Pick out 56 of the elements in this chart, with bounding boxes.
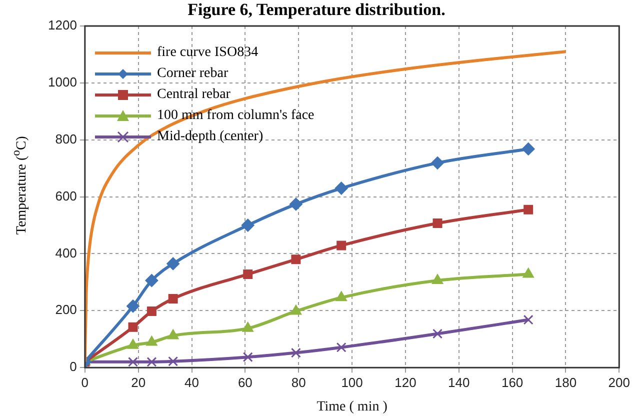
y-tick-label: 0 — [70, 359, 77, 374]
point — [431, 156, 444, 170]
point — [242, 322, 254, 332]
point — [336, 342, 346, 352]
x-tick-label: 60 — [238, 374, 252, 390]
point — [127, 338, 139, 349]
legend-label: Corner rebar — [156, 65, 230, 83]
legend-label: Mid-depth (center) — [156, 128, 264, 146]
point — [243, 269, 253, 279]
y-tick-label: 400 — [55, 245, 77, 260]
point — [522, 268, 534, 278]
point — [290, 304, 302, 315]
point — [128, 356, 138, 367]
point — [524, 204, 534, 214]
point — [126, 300, 140, 313]
x-tick-label: 200 — [608, 374, 630, 390]
point — [290, 348, 301, 358]
point — [242, 352, 253, 362]
legend-label: fire curve ISO834 — [156, 44, 260, 62]
x-tick-label: 180 — [554, 374, 577, 390]
point — [146, 336, 158, 346]
point — [523, 314, 534, 325]
point — [334, 182, 348, 195]
point — [128, 322, 138, 332]
point — [166, 257, 180, 270]
point — [168, 356, 178, 366]
x-tick-label: 120 — [394, 374, 416, 390]
point — [146, 356, 157, 367]
x-tick-label: 80 — [291, 374, 306, 390]
x-tick-label: 0 — [81, 374, 89, 390]
y-tick-label: 800 — [55, 131, 77, 146]
point — [336, 291, 348, 302]
legend-label: Central rebar — [156, 86, 232, 104]
point — [289, 198, 302, 211]
x-tick-label: 160 — [501, 374, 524, 390]
point — [432, 274, 444, 284]
point — [522, 142, 535, 156]
x-tick-label: 140 — [448, 374, 470, 390]
point — [432, 328, 443, 339]
y-tick-label: 600 — [55, 188, 77, 204]
x-axis-title: Time ( min ) — [316, 399, 388, 414]
point — [241, 218, 254, 232]
point — [145, 274, 158, 287]
point — [291, 254, 301, 264]
point — [146, 306, 156, 316]
x-tick-label: 20 — [131, 374, 146, 390]
y-tick-label: 1000 — [48, 74, 77, 90]
point — [336, 240, 346, 250]
x-tick-label: 40 — [184, 374, 199, 390]
chart-title: Figure 6, Temperature distribution. — [188, 0, 446, 19]
point — [167, 329, 179, 340]
y-tick-label: 200 — [55, 302, 77, 318]
y-tick-label: 1200 — [48, 18, 77, 33]
x-tick-label: 100 — [341, 374, 363, 390]
point — [168, 294, 178, 304]
point — [432, 218, 442, 228]
